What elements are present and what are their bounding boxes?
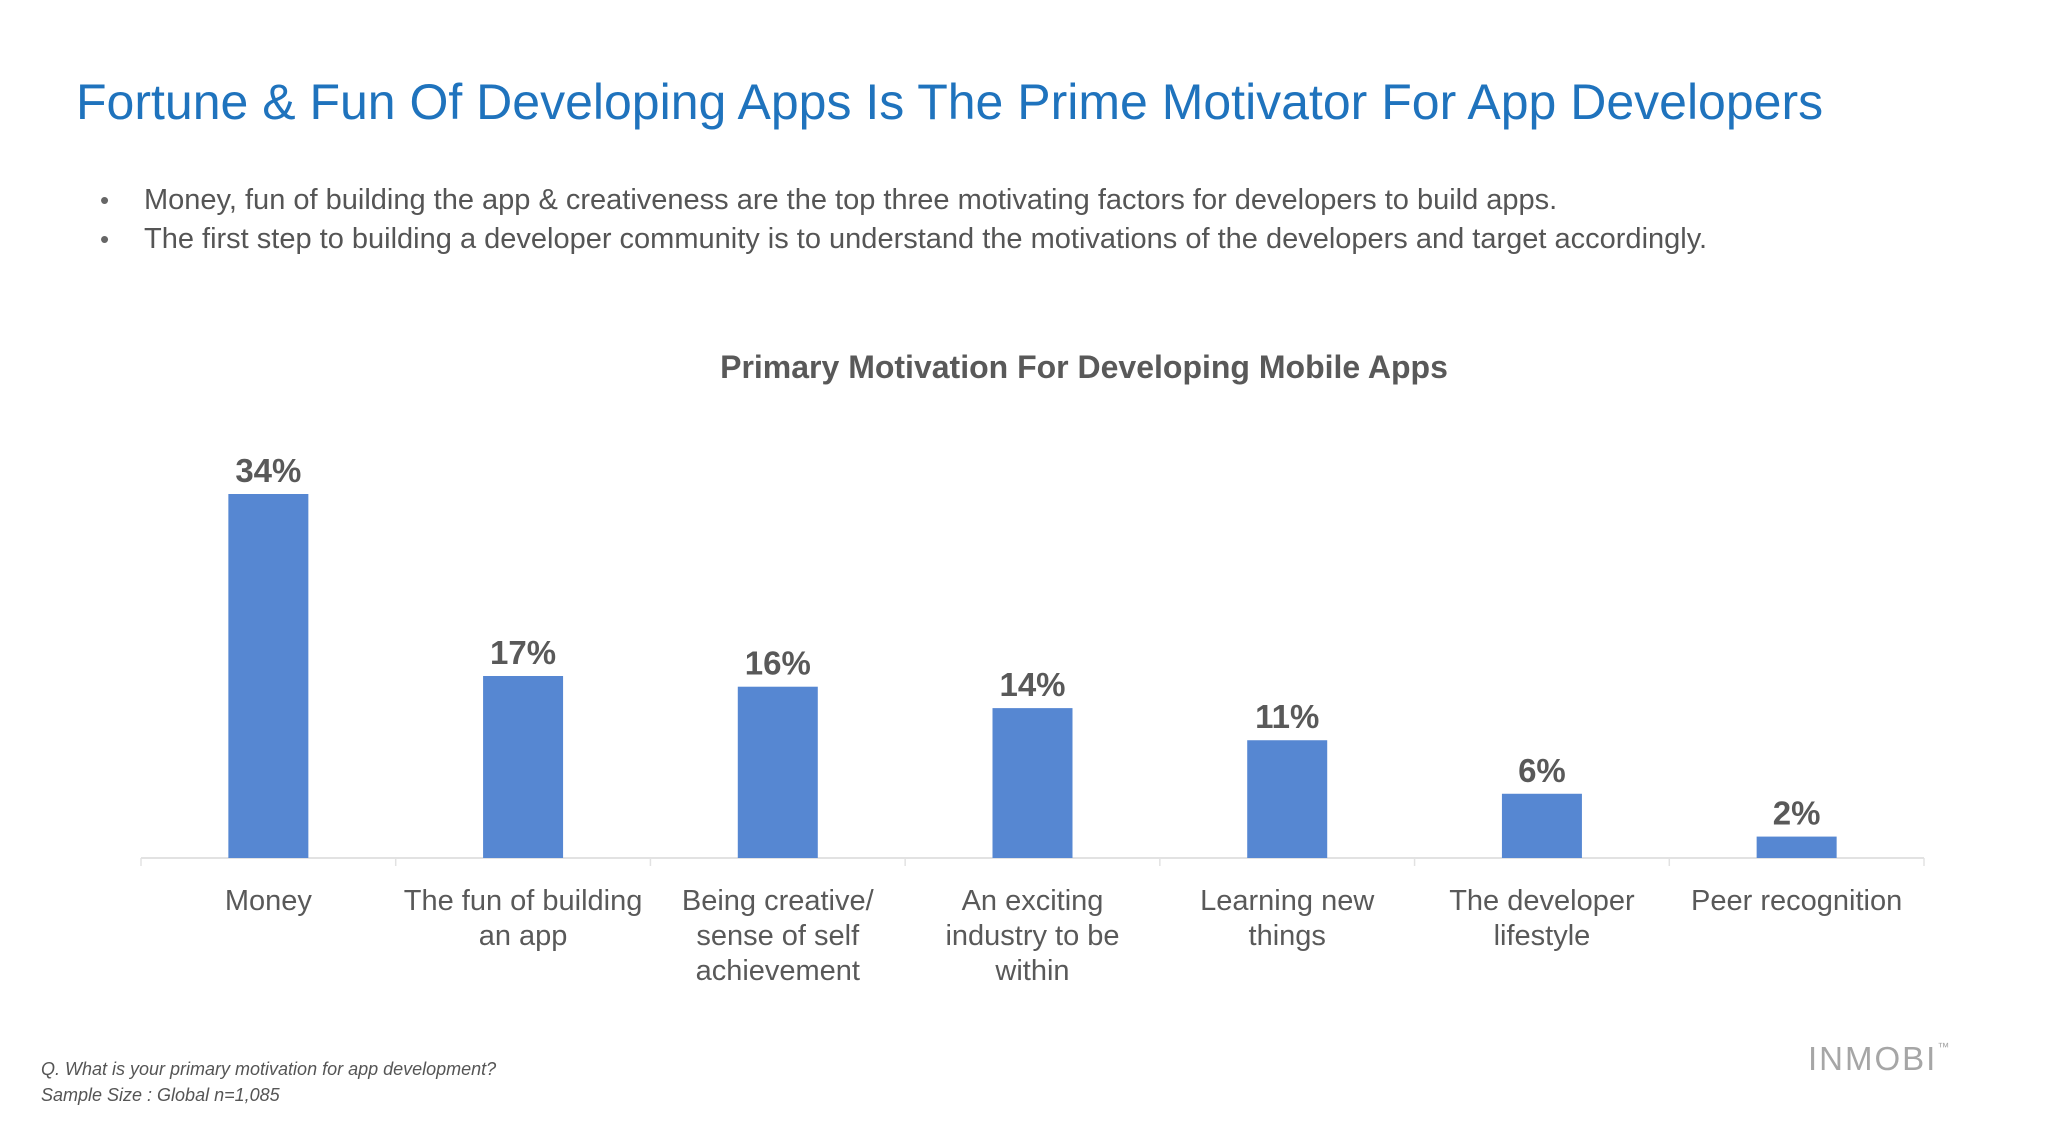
category-label-line: The fun of building: [404, 885, 643, 917]
logo-text: INMOBI: [1808, 1040, 1938, 1077]
category-label-line: Being creative/: [682, 885, 875, 917]
bullet-icon: •: [100, 224, 110, 254]
category-label: An exciting industry to be within: [945, 885, 1119, 987]
bullet-icon: •: [100, 185, 110, 215]
category-label: Money: [225, 885, 313, 917]
category-label-line: Peer recognition: [1691, 885, 1902, 917]
category-label: Being creative/sense of self achievement: [682, 885, 875, 987]
category-label: The fun of building an app: [404, 885, 643, 952]
category-label-line: things: [1249, 920, 1326, 952]
category-label-line: Learning new: [1200, 885, 1375, 917]
sample-size-footnote: Sample Size : Global n=1,085: [41, 1085, 280, 1105]
slide-title: Fortune & Fun Of Developing Apps Is The …: [76, 74, 1824, 130]
category-label-line: lifestyle: [1494, 920, 1591, 952]
category-label-line: Money: [225, 885, 313, 917]
chart-title: Primary Motivation For Developing Mobile…: [720, 349, 1448, 385]
bar: [992, 708, 1073, 858]
category-label-line: industry to be: [945, 920, 1119, 952]
data-label: 17%: [490, 634, 556, 671]
bar: [1756, 836, 1837, 858]
category-label: The developer lifestyle: [1449, 885, 1635, 952]
bullet-text: Money, fun of building the app & creativ…: [144, 184, 1558, 216]
bar: [483, 676, 564, 858]
category-label-line: within: [994, 955, 1069, 987]
data-label: 2%: [1773, 795, 1821, 832]
bullet-item: • The first step to building a developer…: [100, 220, 2000, 259]
category-label-line: The developer: [1449, 885, 1635, 917]
data-label: 14%: [999, 666, 1065, 703]
data-label: 6%: [1518, 752, 1566, 789]
category-label-line: sense of self: [696, 920, 860, 952]
bar: [1247, 740, 1328, 858]
trademark-mark: ™: [1937, 1040, 1950, 1054]
bullet-item: • Money, fun of building the app & creat…: [100, 181, 2000, 220]
bullet-text: The first step to building a developer c…: [144, 223, 1708, 255]
data-label: 11%: [1255, 698, 1319, 735]
category-label-line: An exciting: [962, 885, 1104, 917]
bar: [737, 686, 818, 858]
bar: [1501, 793, 1582, 858]
survey-question-footnote: Q. What is your primary motivation for a…: [41, 1059, 497, 1079]
chart-marks: 34% Money 17% The fun of building an app 16% B…: [140, 452, 1925, 987]
bullet-list: • Money, fun of building the app & creat…: [100, 181, 2000, 259]
bar: [228, 494, 309, 858]
category-label-line: achievement: [696, 955, 860, 987]
data-label: 16%: [745, 645, 811, 682]
category-label-line: an app: [479, 920, 568, 952]
inmobi-logo: INMOBI™: [1808, 1040, 1949, 1078]
category-label: Peer recognition: [1691, 885, 1902, 917]
category-label: Learning new things: [1200, 885, 1375, 952]
data-label: 34%: [235, 452, 301, 489]
